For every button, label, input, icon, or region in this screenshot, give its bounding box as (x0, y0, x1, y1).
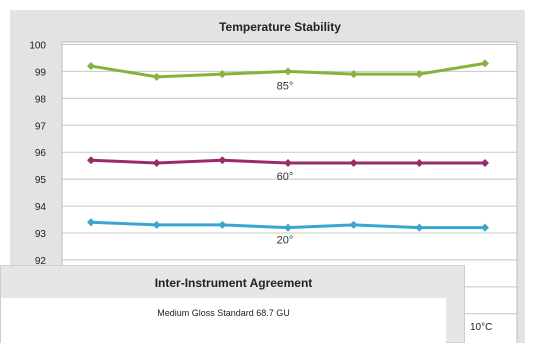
data-point (284, 158, 292, 167)
data-point (415, 223, 424, 232)
data-point (481, 158, 489, 167)
panel-body: Medium Gloss Standard 68.7 GU (1, 298, 446, 344)
data-point (349, 70, 358, 79)
inter-instrument-panel: Inter-Instrument Agreement Medium Gloss … (0, 265, 465, 344)
series-label: 60° (277, 171, 294, 183)
series-label: 85° (277, 80, 294, 92)
data-point (284, 223, 292, 232)
temperature-label: 10°C (470, 322, 493, 333)
panel-title: Inter-Instrument Agreement (154, 276, 313, 290)
data-point (415, 158, 424, 167)
data-point (349, 158, 358, 167)
data-point (87, 156, 95, 165)
data-point (481, 223, 489, 232)
panel-subtitle: Medium Gloss Standard 68.7 GU (157, 308, 290, 318)
y-axis-ticks: 93 94 95 96 97 98 99 100 92 (29, 41, 46, 267)
series-label: 20° (277, 235, 294, 247)
data-point (152, 158, 161, 167)
data-point (415, 70, 424, 79)
data-point (349, 220, 358, 229)
data-point (152, 220, 161, 229)
y-tick-label: 94 (35, 202, 47, 213)
data-point (481, 59, 489, 68)
data-point (218, 70, 227, 79)
data-point (87, 62, 95, 71)
y-tick-label: 98 (35, 94, 47, 105)
chart-title: Temperature Stability (219, 20, 341, 34)
y-tick-label: 99 (35, 67, 47, 78)
y-tick-label: 95 (35, 175, 47, 186)
series-group (87, 59, 489, 232)
y-tick-label: 96 (35, 148, 47, 159)
y-tick-label-partial: 92 (35, 256, 47, 267)
y-tick-label: 93 (35, 229, 47, 240)
y-tick-label: 97 (35, 121, 47, 132)
series-labels: 85° 60° 20° (277, 80, 294, 246)
data-point (152, 72, 161, 81)
data-point (218, 156, 227, 165)
data-point (218, 220, 227, 229)
data-point (284, 67, 292, 76)
data-point (87, 218, 95, 227)
y-tick-label: 100 (29, 41, 46, 52)
